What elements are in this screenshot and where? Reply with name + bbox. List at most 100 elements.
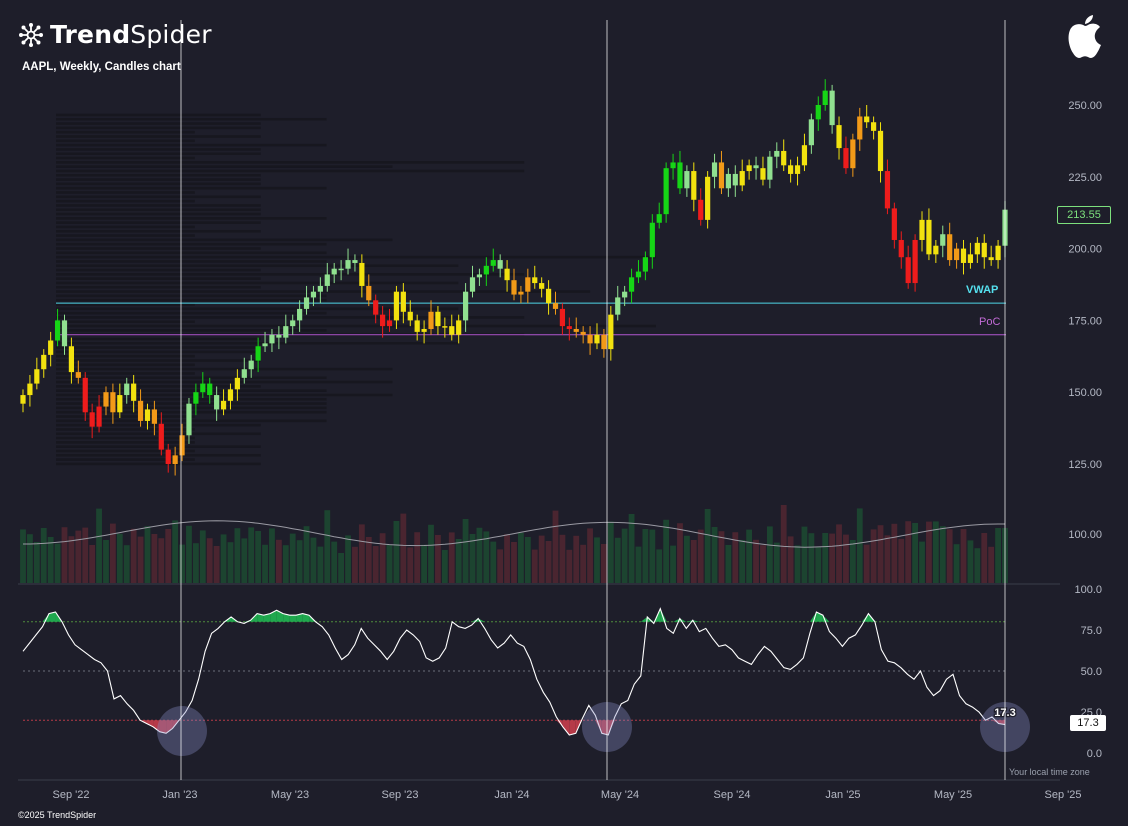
- volume-bar: [483, 531, 490, 583]
- vwap-label: VWAP: [966, 284, 999, 296]
- volume-bar: [849, 540, 856, 583]
- volume-bar: [331, 541, 338, 583]
- volume-bar: [649, 529, 656, 583]
- candle: [622, 291, 628, 298]
- candle: [193, 392, 199, 404]
- volume-profile-bar: [56, 341, 459, 345]
- rsi-overbought-fill: [692, 620, 700, 622]
- volume-bar: [137, 536, 144, 583]
- candle: [48, 340, 54, 355]
- candle: [947, 234, 953, 261]
- candle: [781, 150, 787, 166]
- candle: [456, 320, 462, 335]
- candle: [642, 257, 648, 272]
- rsi-axis-tick: 100.0: [1074, 584, 1102, 596]
- volume-bar: [628, 514, 635, 583]
- candle: [912, 239, 918, 284]
- volume-bar: [870, 529, 877, 583]
- volume-profile-bar: [56, 359, 261, 362]
- candle: [953, 248, 960, 261]
- volume-bar: [912, 523, 918, 583]
- volume-profile-bar: [56, 251, 327, 255]
- candle: [545, 288, 552, 304]
- time-axis-tick: Jan '23: [162, 789, 197, 801]
- candle: [940, 234, 946, 246]
- candle: [919, 219, 925, 240]
- volume-profile-bar: [56, 264, 459, 268]
- candle: [165, 449, 171, 464]
- candle: [760, 168, 766, 180]
- volume-profile-bar: [56, 445, 261, 448]
- volume-profile-bar: [56, 161, 525, 164]
- rsi-overbought-fill: [283, 613, 290, 622]
- candle: [960, 248, 967, 263]
- candle: [995, 245, 1001, 261]
- volume-profile-bar: [56, 178, 261, 181]
- volume-bar: [642, 529, 649, 583]
- rsi-overbought-fill: [302, 613, 310, 622]
- volume-profile-bar: [56, 199, 195, 203]
- volume-bar: [891, 523, 898, 583]
- volume-bar: [441, 550, 448, 583]
- chart-title: AAPL, Weekly, Candles chart: [22, 61, 181, 73]
- volume-bar: [725, 545, 732, 583]
- candle: [559, 308, 566, 327]
- volume-profile-bar: [56, 238, 393, 242]
- volume-bar: [248, 527, 255, 583]
- candle: [518, 291, 524, 295]
- rsi-highlight-circle: [157, 706, 207, 756]
- candle: [386, 320, 393, 327]
- volume-bar: [40, 528, 47, 583]
- volume-bar: [379, 533, 386, 583]
- candle: [207, 383, 213, 396]
- volume-bar: [683, 535, 690, 583]
- candle: [843, 148, 849, 169]
- volume-profile-bar: [56, 191, 195, 194]
- volume-bar: [199, 530, 206, 583]
- volume-bar: [697, 529, 704, 583]
- candle: [82, 377, 88, 413]
- volume-profile-bar: [56, 169, 525, 173]
- copyright: ©2025 TrendSpider: [18, 810, 97, 820]
- volume-bar: [407, 547, 414, 583]
- volume-bar: [780, 505, 787, 583]
- volume-bar: [974, 548, 981, 583]
- candle: [746, 165, 752, 172]
- candle: [587, 334, 593, 344]
- price-axis-tick: 200.00: [1068, 244, 1102, 256]
- time-axis-tick: Sep '23: [382, 789, 419, 801]
- candle: [974, 242, 980, 255]
- volume-bar: [960, 529, 967, 583]
- volume-bar: [82, 527, 89, 583]
- candle: [117, 395, 123, 413]
- candle: [137, 400, 144, 421]
- candle: [255, 346, 261, 361]
- volume-profile-bar: [56, 117, 327, 121]
- volume-bar: [365, 537, 372, 583]
- volume-profile-bar: [56, 337, 261, 341]
- volume-bar: [829, 533, 836, 583]
- volume-bar: [732, 532, 739, 583]
- candle: [324, 274, 330, 286]
- volume-profile-bar: [56, 363, 195, 367]
- rsi-overbought-fill: [296, 613, 303, 622]
- candle: [276, 334, 282, 338]
- time-axis-tick: Jan '24: [494, 789, 529, 801]
- volume-bar: [345, 535, 351, 583]
- candle: [801, 145, 808, 166]
- volume-bar: [718, 531, 725, 583]
- candle: [428, 311, 434, 330]
- volume-profile-bar: [56, 182, 261, 186]
- volume-profile-bar: [56, 307, 459, 311]
- volume-bar: [967, 540, 974, 583]
- candle: [200, 383, 206, 393]
- volume-bar: [559, 534, 566, 583]
- candle: [967, 254, 974, 263]
- rsi-overbought-fill: [42, 613, 50, 622]
- volume-bar: [165, 529, 172, 583]
- volume-bar: [324, 510, 331, 583]
- candle: [241, 369, 247, 378]
- volume-profile-bar: [56, 346, 261, 349]
- volume-bar: [953, 544, 960, 583]
